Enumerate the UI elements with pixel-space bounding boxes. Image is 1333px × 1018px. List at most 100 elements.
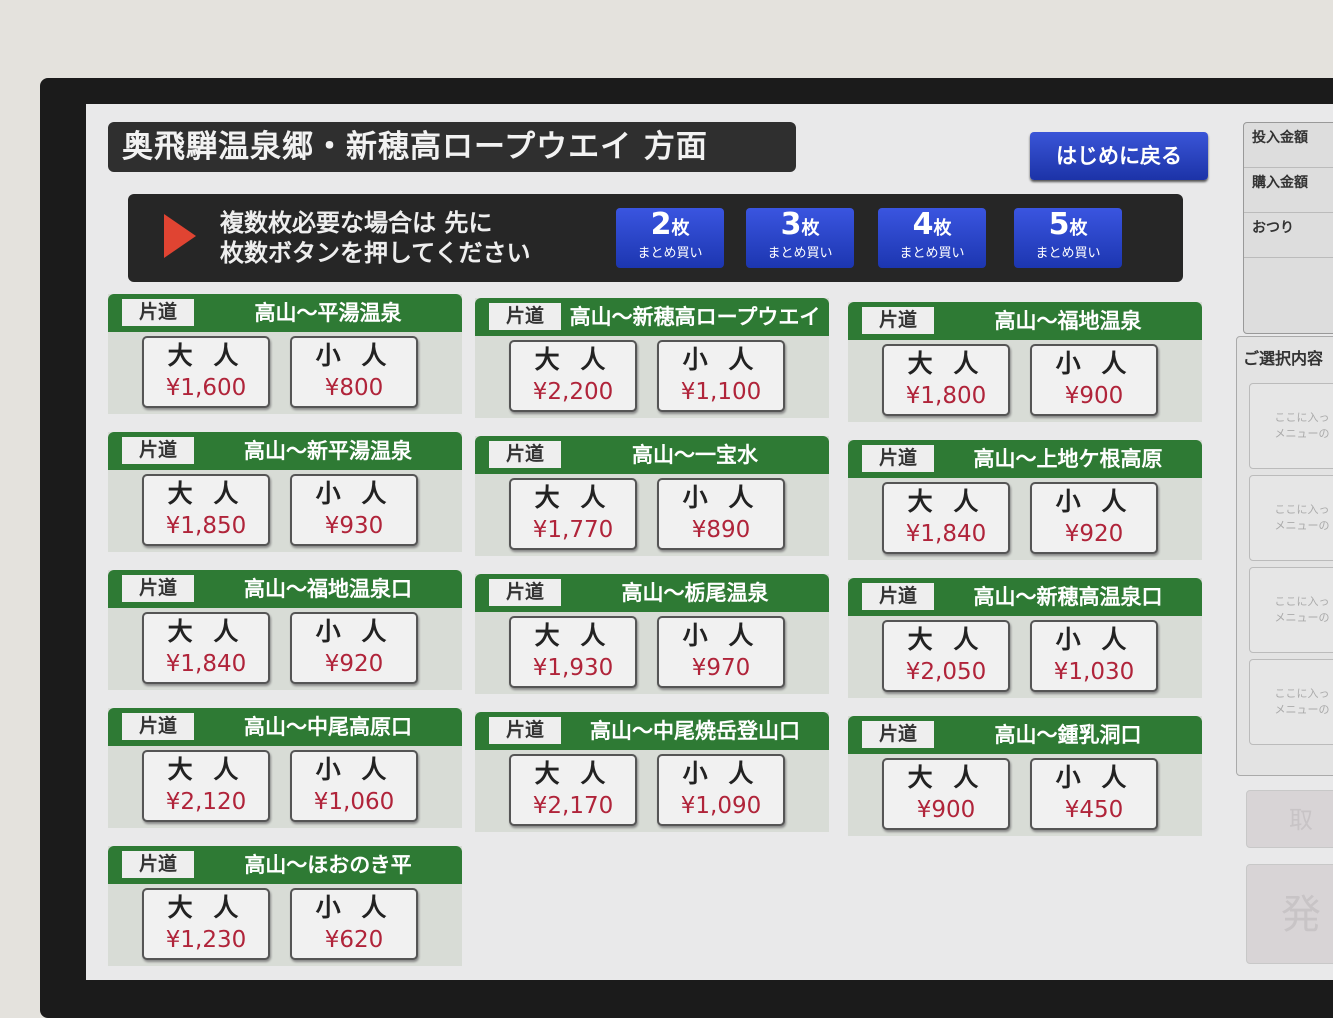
- adult-price: ¥900: [916, 797, 976, 823]
- adult-label: 大 人: [907, 487, 985, 516]
- bulk-3-button[interactable]: 3枚 まとめ買い: [746, 208, 854, 268]
- child-ticket-button[interactable]: 小 人 ¥620: [290, 888, 418, 960]
- back-to-start-button[interactable]: はじめに戻る: [1030, 132, 1208, 180]
- one-way-tag: 片道: [122, 575, 194, 602]
- route-card: 片道 高山〜鍾乳洞口大 人 ¥900 小 人 ¥450: [848, 716, 1202, 836]
- route-header: 片道 高山〜福地温泉口: [108, 570, 462, 608]
- one-way-tag: 片道: [862, 307, 934, 334]
- route-card: 片道 高山〜新穂高温泉口大 人 ¥2,050 小 人 ¥1,030: [848, 578, 1202, 698]
- route-card: 片道 高山〜新穂高ロープウエイ大 人 ¥2,200 小 人 ¥1,100: [475, 298, 829, 418]
- child-ticket-button[interactable]: 小 人 ¥930: [290, 474, 418, 546]
- child-ticket-button[interactable]: 小 人 ¥970: [657, 616, 785, 688]
- adult-ticket-button[interactable]: 大 人 ¥2,170: [509, 754, 637, 826]
- payment-panel: 投入金額 購入金額 おつり: [1243, 122, 1333, 334]
- adult-ticket-button[interactable]: 大 人 ¥1,600: [142, 336, 270, 408]
- inserted-amount-label: 投入金額: [1244, 123, 1333, 168]
- one-way-tag: 片道: [122, 437, 194, 464]
- child-price: ¥1,090: [680, 793, 762, 819]
- slot-line-1: ここに入っ: [1274, 595, 1330, 608]
- child-ticket-button[interactable]: 小 人 ¥450: [1030, 758, 1158, 830]
- child-ticket-button[interactable]: 小 人 ¥1,030: [1030, 620, 1158, 692]
- one-way-tag: 片道: [862, 583, 934, 610]
- adult-ticket-button[interactable]: 大 人 ¥1,230: [142, 888, 270, 960]
- child-ticket-button[interactable]: 小 人 ¥800: [290, 336, 418, 408]
- bulk-2-button[interactable]: 2枚 まとめ買い: [616, 208, 724, 268]
- adult-label: 大 人: [167, 755, 245, 784]
- notice-line-1: 複数枚必要な場合は 先に: [220, 209, 493, 237]
- adult-ticket-button[interactable]: 大 人 ¥2,200: [509, 340, 637, 412]
- slot-line-1: ここに入っ: [1274, 687, 1330, 700]
- child-price: ¥1,030: [1053, 659, 1135, 685]
- route-header: 片道 高山〜栃尾温泉: [475, 574, 829, 612]
- route-destination: 高山〜中尾焼岳登山口: [590, 719, 800, 743]
- route-card: 片道 高山〜ほおのき平大 人 ¥1,230 小 人 ¥620: [108, 846, 462, 966]
- adult-price: ¥1,800: [905, 383, 987, 409]
- child-label: 小 人: [682, 483, 760, 512]
- child-ticket-button[interactable]: 小 人 ¥920: [290, 612, 418, 684]
- qty-unit: 枚: [933, 218, 952, 239]
- route-destination: 高山〜上地ケ根高原: [973, 447, 1163, 471]
- adult-ticket-button[interactable]: 大 人 ¥1,930: [509, 616, 637, 688]
- adult-price: ¥1,600: [165, 375, 247, 401]
- change-label: おつり: [1244, 213, 1333, 258]
- child-label: 小 人: [315, 479, 393, 508]
- route-card: 片道 高山〜一宝水大 人 ¥1,770 小 人 ¥890: [475, 436, 829, 556]
- adult-price: ¥2,200: [532, 379, 614, 405]
- one-way-tag: 片道: [122, 713, 194, 740]
- one-way-tag: 片道: [489, 303, 561, 330]
- adult-price: ¥1,840: [165, 651, 247, 677]
- slot-line-2: メニューの: [1274, 427, 1330, 440]
- child-price: ¥920: [1064, 521, 1124, 547]
- one-way-tag: 片道: [489, 441, 561, 468]
- notice-text: 複数枚必要な場合は 先に 枚数ボタンを押してください: [220, 208, 531, 268]
- adult-label: 大 人: [534, 621, 612, 650]
- route-header: 片道 高山〜中尾高原口: [108, 708, 462, 746]
- adult-ticket-button[interactable]: 大 人 ¥1,800: [882, 344, 1010, 416]
- adult-ticket-button[interactable]: 大 人 ¥2,120: [142, 750, 270, 822]
- qty-unit: 枚: [1069, 218, 1088, 239]
- child-ticket-button[interactable]: 小 人 ¥920: [1030, 482, 1158, 554]
- qty-sub: まとめ買い: [1035, 246, 1101, 261]
- child-ticket-button[interactable]: 小 人 ¥1,090: [657, 754, 785, 826]
- issue-ticket-button[interactable]: 発: [1246, 864, 1333, 964]
- adult-label: 大 人: [907, 763, 985, 792]
- adult-ticket-button[interactable]: 大 人 ¥1,840: [142, 612, 270, 684]
- one-way-tag: 片道: [489, 579, 561, 606]
- adult-label: 大 人: [907, 625, 985, 654]
- child-price: ¥900: [1064, 383, 1124, 409]
- route-header: 片道 高山〜上地ケ根高原: [848, 440, 1202, 478]
- route-destination: 高山〜新平湯温泉: [244, 439, 412, 463]
- page-title: 奥飛騨温泉郷・新穂高ロープウエイ 方面: [108, 122, 796, 172]
- qty-unit: 枚: [671, 218, 690, 239]
- route-destination: 高山〜新穂高温泉口: [973, 585, 1163, 609]
- qty-sub: まとめ買い: [899, 246, 965, 261]
- adult-price: ¥2,170: [532, 793, 614, 819]
- bulk-5-button[interactable]: 5枚 まとめ買い: [1014, 208, 1122, 268]
- child-ticket-button[interactable]: 小 人 ¥890: [657, 478, 785, 550]
- purchase-amount-label: 購入金額: [1244, 168, 1333, 213]
- adult-ticket-button[interactable]: 大 人 ¥1,840: [882, 482, 1010, 554]
- adult-ticket-button[interactable]: 大 人 ¥900: [882, 758, 1010, 830]
- selection-slot: ここに入っ メニューの: [1249, 659, 1333, 745]
- cancel-button[interactable]: 取: [1246, 790, 1333, 848]
- route-card: 片道 高山〜中尾焼岳登山口大 人 ¥2,170 小 人 ¥1,090: [475, 712, 829, 832]
- one-way-tag: 片道: [862, 721, 934, 748]
- adult-ticket-button[interactable]: 大 人 ¥2,050: [882, 620, 1010, 692]
- child-price: ¥620: [324, 927, 384, 953]
- adult-ticket-button[interactable]: 大 人 ¥1,850: [142, 474, 270, 546]
- adult-ticket-button[interactable]: 大 人 ¥1,770: [509, 478, 637, 550]
- child-ticket-button[interactable]: 小 人 ¥1,060: [290, 750, 418, 822]
- route-header: 片道 高山〜新穂高温泉口: [848, 578, 1202, 616]
- one-way-tag: 片道: [122, 851, 194, 878]
- bulk-4-button[interactable]: 4枚まとめ買い: [878, 208, 986, 268]
- notice-line-2: 枚数ボタンを押してください: [220, 239, 531, 267]
- qty-count: 4: [912, 207, 934, 242]
- route-header: 片道 高山〜新穂高ロープウエイ: [475, 298, 829, 336]
- child-ticket-button[interactable]: 小 人 ¥1,100: [657, 340, 785, 412]
- child-ticket-button[interactable]: 小 人 ¥900: [1030, 344, 1158, 416]
- route-destination: 高山〜栃尾温泉: [621, 581, 769, 605]
- qty-unit: 枚: [801, 218, 820, 239]
- route-destination: 高山〜鍾乳洞口: [994, 723, 1142, 747]
- slot-line-1: ここに入っ: [1274, 503, 1330, 516]
- selection-title: ご選択内容: [1243, 349, 1324, 368]
